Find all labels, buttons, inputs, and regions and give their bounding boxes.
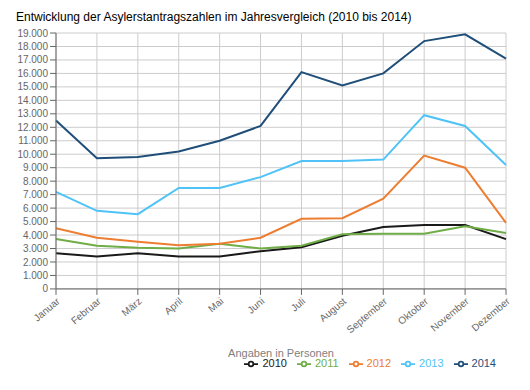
svg-text:18.000: 18.000 <box>17 41 48 52</box>
svg-text:Januar: Januar <box>31 295 62 324</box>
svg-text:19.000: 19.000 <box>17 28 48 39</box>
svg-text:11.000: 11.000 <box>18 135 48 146</box>
html-text:2013: 2013 <box>419 356 444 369</box>
html-text:Entwicklung der Asylerstantrag: Entwicklung der Asylerstantragszahlen im… <box>16 10 412 24</box>
html-text:2010: 2010 <box>262 356 287 369</box>
svg-text:13.000: 13.000 <box>17 108 48 119</box>
svg-text:Mai: Mai <box>206 295 225 314</box>
svg-text:April: April <box>162 295 184 316</box>
svg-text:8.000: 8.000 <box>23 176 48 187</box>
svg-text:5.000: 5.000 <box>23 216 48 227</box>
svg-text:16.000: 16.000 <box>17 68 48 79</box>
html-text:2012: 2012 <box>366 356 391 369</box>
svg-text:15.000: 15.000 <box>17 81 48 92</box>
svg-text:Oktober: Oktober <box>396 295 431 327</box>
svg-text:10.000: 10.000 <box>17 149 48 160</box>
svg-text:14.000: 14.000 <box>17 95 48 106</box>
svg-text:7.000: 7.000 <box>23 189 48 200</box>
svg-text:6.000: 6.000 <box>23 203 48 214</box>
svg-text:0: 0 <box>42 283 48 294</box>
svg-text:9.000: 9.000 <box>23 162 48 173</box>
svg-text:1.000: 1.000 <box>23 270 48 281</box>
svg-text:17.000: 17.000 <box>17 54 48 65</box>
svg-text:3.000: 3.000 <box>23 243 48 254</box>
svg-text:September: September <box>345 295 390 335</box>
svg-text:März: März <box>120 295 144 318</box>
svg-text:Angaben in Personen: Angaben in Personen <box>228 347 334 359</box>
svg-text:August: August <box>317 295 348 324</box>
html-text:2014: 2014 <box>471 356 496 369</box>
svg-text:4.000: 4.000 <box>23 230 48 241</box>
svg-text:12.000: 12.000 <box>17 122 48 133</box>
svg-text:Februar: Februar <box>69 295 103 326</box>
svg-text:November: November <box>429 295 472 334</box>
svg-text:Dezember: Dezember <box>469 295 512 334</box>
html-text:2011: 2011 <box>314 356 339 369</box>
svg-text:2.000: 2.000 <box>23 257 48 268</box>
svg-text:Juli: Juli <box>289 295 308 313</box>
svg-text:Juni: Juni <box>245 295 266 315</box>
